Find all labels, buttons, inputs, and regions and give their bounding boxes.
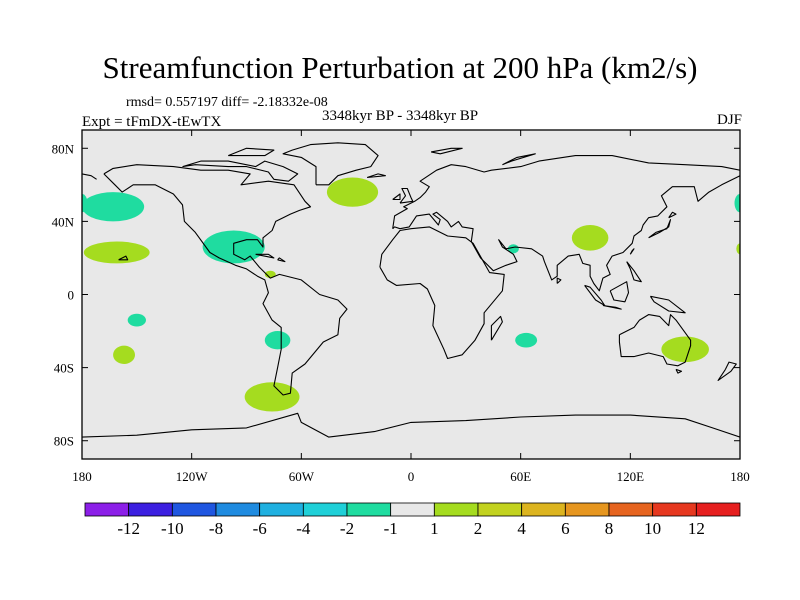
coastline-4: [82, 173, 97, 180]
coastline-9: [609, 281, 630, 303]
x-tick-label: 60W: [289, 469, 315, 484]
colorbar-box-8: [433, 502, 479, 517]
coastline-2: [379, 226, 505, 360]
stats-string: rmsd= 0.557197 diff= -2.18332e-08: [126, 95, 328, 110]
colorbar-label: -1: [384, 519, 398, 538]
anomaly-contour-5: [571, 225, 609, 251]
y-tick-label: 0: [68, 288, 75, 303]
coastline-29: [118, 255, 129, 261]
coastline-24: [82, 412, 740, 438]
anomaly-contour-0: [82, 192, 145, 222]
coastline-19: [556, 277, 562, 284]
colorbar-box-4: [259, 502, 304, 517]
coastline-21: [626, 261, 642, 283]
colorbar-box-10: [521, 502, 566, 517]
left-string: Expt = tFmDX-tEwTX: [82, 114, 222, 130]
x-tick-label: 120E: [617, 469, 645, 484]
coastline-15: [366, 173, 386, 179]
coastline-3: [392, 155, 740, 229]
anomaly-contour-9: [736, 243, 740, 255]
coastline-26: [227, 147, 275, 157]
anomaly-contour-13: [244, 382, 300, 412]
center-string: 3348kyr BP - 3348kyr BP: [321, 108, 479, 124]
coastline-11: [648, 219, 672, 239]
coastline-20: [629, 248, 635, 255]
x-tick-label: 0: [408, 469, 415, 484]
colorbar: -12 -10 -8 -6 -4 -2 -1 1 2 4 6 8 10 12: [84, 502, 741, 538]
coastline-1: [282, 142, 379, 186]
anomaly-contour-12: [264, 331, 291, 350]
coastline-10: [649, 295, 686, 314]
coastline-17: [255, 253, 275, 259]
colorbar-box-9: [477, 502, 523, 517]
anomaly-contour-11: [113, 345, 136, 364]
colorbar-box-13: [652, 502, 697, 517]
y-tick-label: 80S: [54, 434, 74, 449]
axes: 180 120W 60W 0 60E 120E 180 80N 40N 0 40S 80S: [52, 130, 750, 484]
coastline-14: [392, 193, 401, 201]
anomaly-contour-4: [264, 270, 276, 279]
anomaly-contour-14: [515, 332, 538, 348]
coastline-8: [602, 304, 622, 310]
anomaly-contour-7: [82, 193, 88, 213]
y-tick-label: 40S: [54, 361, 74, 376]
colorbar-label: 4: [517, 519, 526, 538]
coastline-22: [717, 361, 737, 381]
anomaly-contour-15: [661, 336, 709, 363]
x-tick-label: 60E: [510, 469, 531, 484]
colorbar-label: -4: [296, 519, 311, 538]
colorbar-label: -12: [117, 519, 140, 538]
colorbar-box-7: [390, 502, 435, 517]
coastline-6: [618, 314, 692, 367]
coastline-18: [277, 257, 286, 263]
y-tick-label: 40N: [52, 214, 75, 229]
colorbar-box-12: [608, 502, 654, 517]
map-area: [82, 130, 740, 459]
colorbar-label: -6: [253, 519, 267, 538]
colorbar-box-11: [564, 502, 610, 517]
colorbar-label: 8: [605, 519, 614, 538]
anomaly-contour-3: [326, 177, 379, 207]
coastline-27: [502, 153, 536, 166]
colorbar-box-6: [346, 502, 392, 517]
anomaly-contour-8: [734, 193, 740, 213]
colorbar-label: 1: [430, 519, 439, 538]
x-tick-label: 120W: [176, 469, 209, 484]
colorbar-box-14: [695, 502, 741, 517]
colorbar-label: -10: [161, 519, 184, 538]
coastline-23: [675, 368, 683, 374]
x-tick-label: 180: [730, 469, 750, 484]
anomaly-contour-10: [127, 313, 146, 327]
chart-title: Streamfunction Perturbation at 200 hPa (…: [102, 50, 698, 85]
y-tick-label: 80N: [52, 141, 75, 156]
colorbar-label: 10: [644, 519, 661, 538]
anomaly-contour-6: [507, 244, 519, 254]
colorbar-box-0: [84, 502, 130, 517]
right-string: DJF: [716, 112, 742, 128]
anomaly-contour-1: [83, 241, 150, 264]
coastline-28: [430, 147, 463, 155]
coastline-16: [490, 315, 503, 341]
coastline-0: [103, 164, 348, 396]
coastline-25: [182, 160, 299, 182]
map-background: [82, 130, 740, 459]
colorbar-box-2: [171, 502, 217, 517]
coastline-12: [668, 211, 677, 219]
colorbar-label: -2: [340, 519, 354, 538]
colorbar-label: 12: [688, 519, 705, 538]
colorbar-box-3: [215, 502, 261, 517]
coastline-7: [584, 284, 606, 307]
colorbar-label: -8: [209, 519, 223, 538]
colorbar-box-5: [302, 502, 348, 517]
coastline-13: [399, 187, 414, 204]
colorbar-label: 2: [474, 519, 483, 538]
colorbar-box-1: [128, 502, 173, 517]
colorbar-label: 6: [561, 519, 570, 538]
coastline-5: [392, 175, 740, 292]
x-tick-label: 180: [72, 469, 92, 484]
